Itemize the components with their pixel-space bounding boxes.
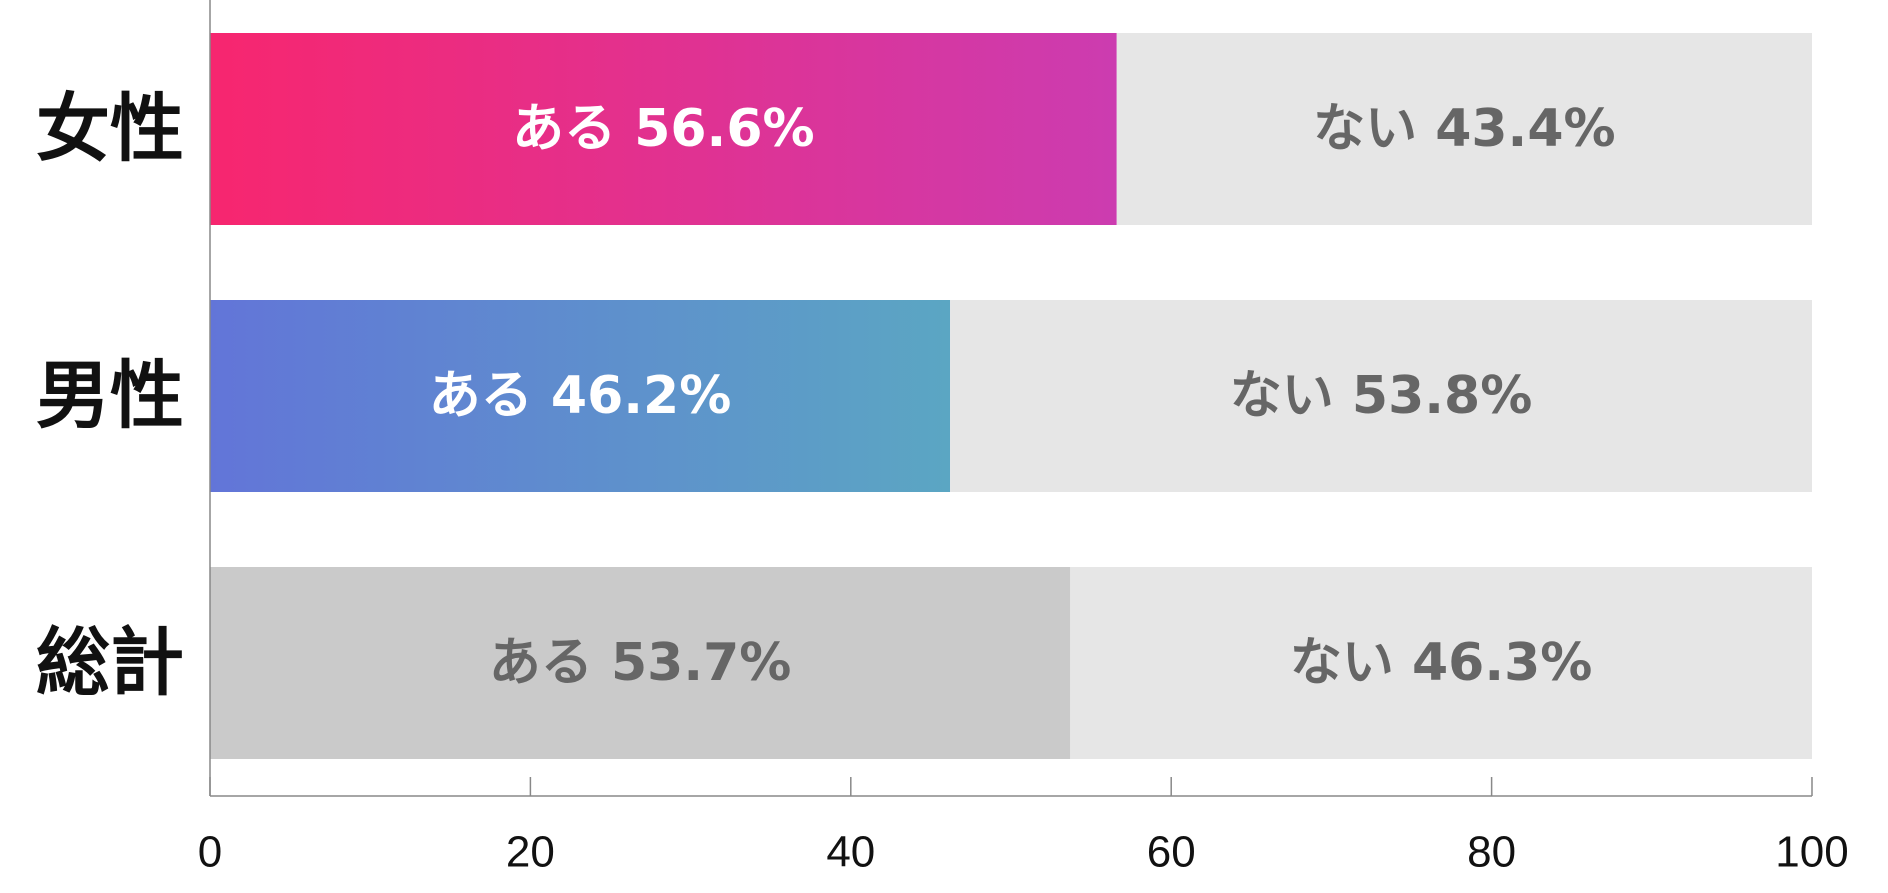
data-label-total-aru: ある 53.7%: [489, 633, 792, 693]
bar-total-aru: [210, 567, 1071, 759]
x-tick-label-100: 100: [1775, 828, 1848, 877]
x-tick-label-80: 80: [1467, 828, 1516, 877]
x-tick-label-60: 60: [1147, 828, 1196, 877]
bar-women-nai: [1116, 33, 1812, 225]
category-label-total: 総計: [36, 620, 184, 706]
category-label-men: 男性: [36, 353, 184, 439]
x-tick-label-40: 40: [826, 828, 875, 877]
data-label-women-nai: ない 43.4%: [1313, 99, 1616, 159]
bar-men-aru: [210, 300, 951, 492]
x-tick-label-20: 20: [506, 828, 555, 877]
category-label-women: 女性: [36, 86, 184, 172]
data-label-men-nai: ない 53.8%: [1230, 366, 1533, 426]
data-label-total-nai: ない 46.3%: [1290, 633, 1593, 693]
x-axis: 0 20 40 60 80 100: [198, 0, 1849, 877]
bars-group: [210, 33, 1812, 759]
bar-total-nai: [1070, 567, 1812, 759]
data-label-women-aru: ある 56.6%: [512, 99, 815, 159]
bar-men-nai: [950, 300, 1812, 492]
bar-women-aru: [210, 33, 1117, 225]
data-label-men-aru: ある 46.2%: [429, 366, 732, 426]
x-tick-label-0: 0: [198, 828, 222, 877]
